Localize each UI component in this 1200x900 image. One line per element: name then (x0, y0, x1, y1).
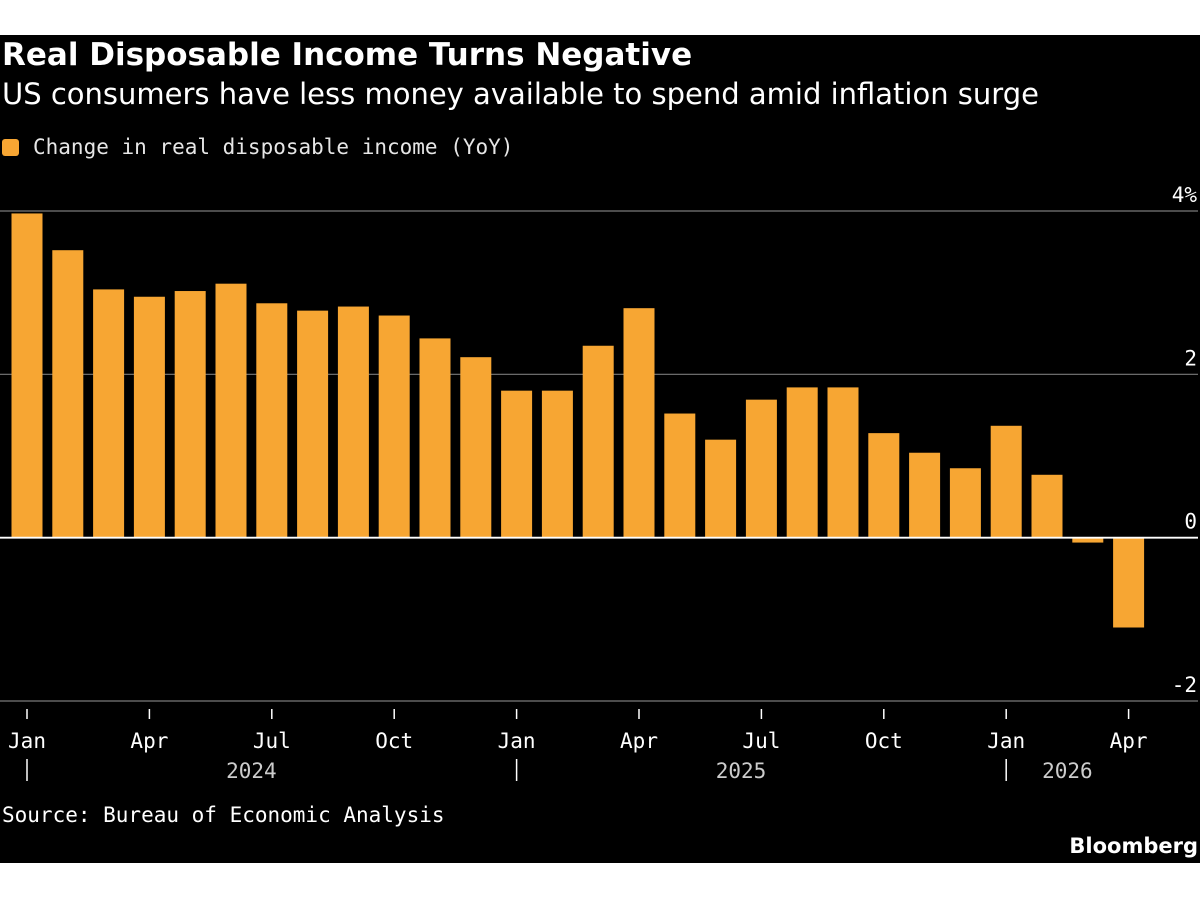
x-tick-label-7: Oct (865, 729, 903, 753)
bar-0 (11, 213, 43, 538)
bar-25 (1031, 474, 1063, 538)
bar-2 (93, 289, 125, 538)
bar-6 (256, 303, 288, 538)
bar-4 (174, 291, 206, 538)
source-note: Source: Bureau of Economic Analysis (2, 803, 445, 827)
year-label-1: 2025 (716, 759, 767, 783)
bar-7 (297, 310, 329, 538)
legend-swatch (2, 138, 19, 156)
x-tick-label-8: Jan (987, 729, 1025, 753)
bar-20 (827, 387, 859, 538)
x-axis-ticks: Jan Apr Jul Oct Jan Apr Jul Oct Jan Apr 2024 2025 20… (8, 709, 1148, 783)
bar-14 (582, 345, 614, 538)
bar-16 (664, 413, 696, 538)
bar-3 (133, 296, 165, 538)
x-tick-label-6: Jul (742, 729, 780, 753)
bar-chart-plot: 4% 2 0 -2 Jan Apr Jul Oct Jan Apr Jul Oct Jan Apr 202… (0, 185, 1198, 783)
bars (11, 213, 1145, 628)
bar-1 (52, 250, 84, 538)
bar-10 (419, 338, 451, 538)
bar-9 (378, 315, 410, 538)
x-tick-label-1: Apr (130, 729, 168, 753)
bar-12 (501, 390, 533, 538)
bar-8 (337, 306, 369, 538)
x-tick-label-5: Apr (620, 729, 658, 753)
y-tick-label-0: 4% (1172, 185, 1198, 207)
y-tick-label-1: 2 (1184, 346, 1197, 370)
bar-19 (786, 387, 818, 538)
x-tick-label-9: Apr (1110, 729, 1148, 753)
year-label-2: 2026 (1042, 759, 1093, 783)
bar-23 (949, 468, 981, 538)
bar-13 (541, 390, 573, 538)
y-tick-label-2: 0 (1184, 510, 1197, 534)
x-tick-label-3: Oct (375, 729, 413, 753)
bar-17 (705, 439, 737, 538)
chart-title: Real Disposable Income Turns Negative (2, 37, 693, 73)
x-tick-label-4: Jan (498, 729, 536, 753)
bar-24 (990, 425, 1022, 538)
bar-22 (909, 452, 941, 538)
bar-11 (460, 357, 492, 538)
year-label-0: 2024 (226, 759, 277, 783)
brand-logo-text: Bloomberg (1069, 834, 1198, 858)
bar-15 (623, 308, 655, 538)
x-tick-label-0: Jan (8, 729, 46, 753)
bar-21 (868, 433, 900, 538)
chart-subtitle: US consumers have less money available t… (2, 77, 1039, 111)
bar-26 (1072, 537, 1104, 543)
bar-18 (745, 399, 777, 538)
y-tick-label-3: -2 (1172, 673, 1197, 697)
legend-label: Change in real disposable income (YoY) (33, 135, 514, 159)
chart-legend: Change in real disposable income (YoY) (2, 133, 513, 161)
bar-5 (215, 283, 247, 538)
bar-27 (1113, 537, 1145, 628)
y-axis-tick-labels: 4% 2 0 -2 (1172, 185, 1198, 697)
x-tick-label-2: Jul (253, 729, 291, 753)
chart-panel: Real Disposable Income Turns Negative US… (0, 35, 1200, 863)
